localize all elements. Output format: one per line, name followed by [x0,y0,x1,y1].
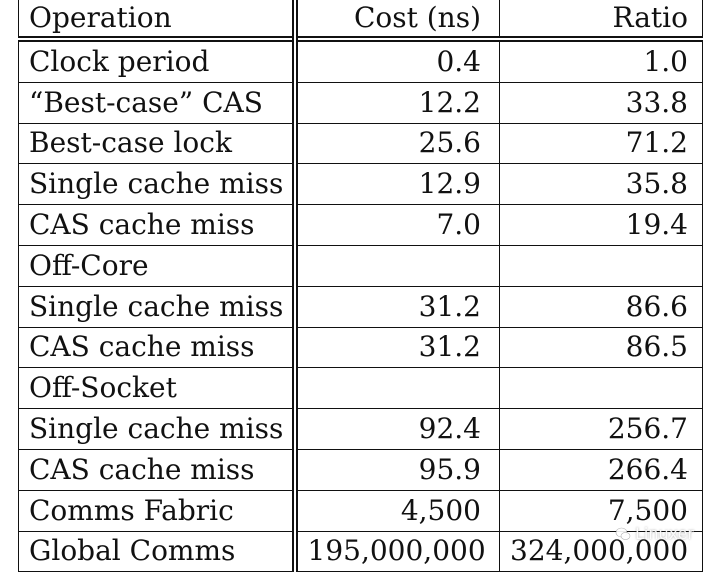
table-row: Single cache miss 92.4 256.7 [18,408,703,450]
header-ratio: Ratio [499,0,703,39]
ratio-cell: 1.0 [499,39,703,83]
table-header-row: Operation Cost (ns) Ratio [18,0,703,39]
ratio-cell: 19.4 [499,204,703,246]
ratio-cell: 33.8 [499,82,703,124]
table-row: “Best-case” CAS 12.2 33.8 [18,82,703,124]
table-row: Single cache miss 31.2 86.6 [18,286,703,328]
ratio-cell: 71.2 [499,123,703,165]
cost-table-container: Operation Cost (ns) Ratio Clock period 0… [18,0,703,572]
cost-cell [294,367,500,410]
cost-cell: 92.4 [294,408,500,450]
ratio-cell: 256.7 [499,408,703,450]
cost-cell: 95.9 [294,449,500,491]
ratio-cell: 266.4 [499,449,703,491]
operation-cell: Global Comms [18,531,298,572]
header-operation: Operation [18,0,298,39]
ratio-cell [499,367,703,410]
table-row: CAS cache miss 95.9 266.4 [18,449,703,491]
ratio-cell: 86.5 [499,327,703,369]
section-row-off-socket: Off-Socket [18,367,703,410]
operation-cell: Comms Fabric [18,490,298,532]
operation-cell: CAS cache miss [18,449,298,491]
cost-cell: 12.9 [294,163,500,206]
cost-cell: 31.2 [294,327,500,369]
operation-cell: “Best-case” CAS [18,82,298,124]
operation-cell: Single cache miss [18,163,298,206]
table-row: Single cache miss 12.9 35.8 [18,163,703,206]
section-label: Off-Core [18,245,298,287]
cost-cell: 12.2 [294,82,500,124]
table-row: CAS cache miss 7.0 19.4 [18,204,703,246]
section-label: Off-Socket [18,367,298,410]
table-row: Clock period 0.4 1.0 [18,39,703,83]
section-row-off-core: Off-Core [18,245,703,287]
cost-cell: 195,000,000 [294,531,500,572]
ratio-cell: 7,500 [499,490,703,532]
operation-cell: Best-case lock [18,123,298,165]
operation-cell: Single cache miss [18,408,298,450]
operation-cost-table: Operation Cost (ns) Ratio Clock period 0… [18,0,703,572]
table-row: Comms Fabric 4,500 7,500 [18,490,703,532]
cost-cell: 4,500 [294,490,500,532]
operation-cell: Single cache miss [18,286,298,328]
cost-cell: 7.0 [294,204,500,246]
cost-cell: 0.4 [294,39,500,83]
ratio-cell: 324,000,000 [499,531,703,572]
cost-cell: 25.6 [294,123,500,165]
table-row: Global Comms 195,000,000 324,000,000 [18,531,703,572]
table-row: CAS cache miss 31.2 86.5 [18,327,703,369]
operation-cell: CAS cache miss [18,204,298,246]
header-cost: Cost (ns) [294,0,500,39]
ratio-cell [499,245,703,287]
ratio-cell: 35.8 [499,163,703,206]
operation-cell: Clock period [18,39,298,83]
table-row: Best-case lock 25.6 71.2 [18,123,703,165]
operation-cell: CAS cache miss [18,327,298,369]
cost-cell [294,245,500,287]
ratio-cell: 86.6 [499,286,703,328]
cost-cell: 31.2 [294,286,500,328]
